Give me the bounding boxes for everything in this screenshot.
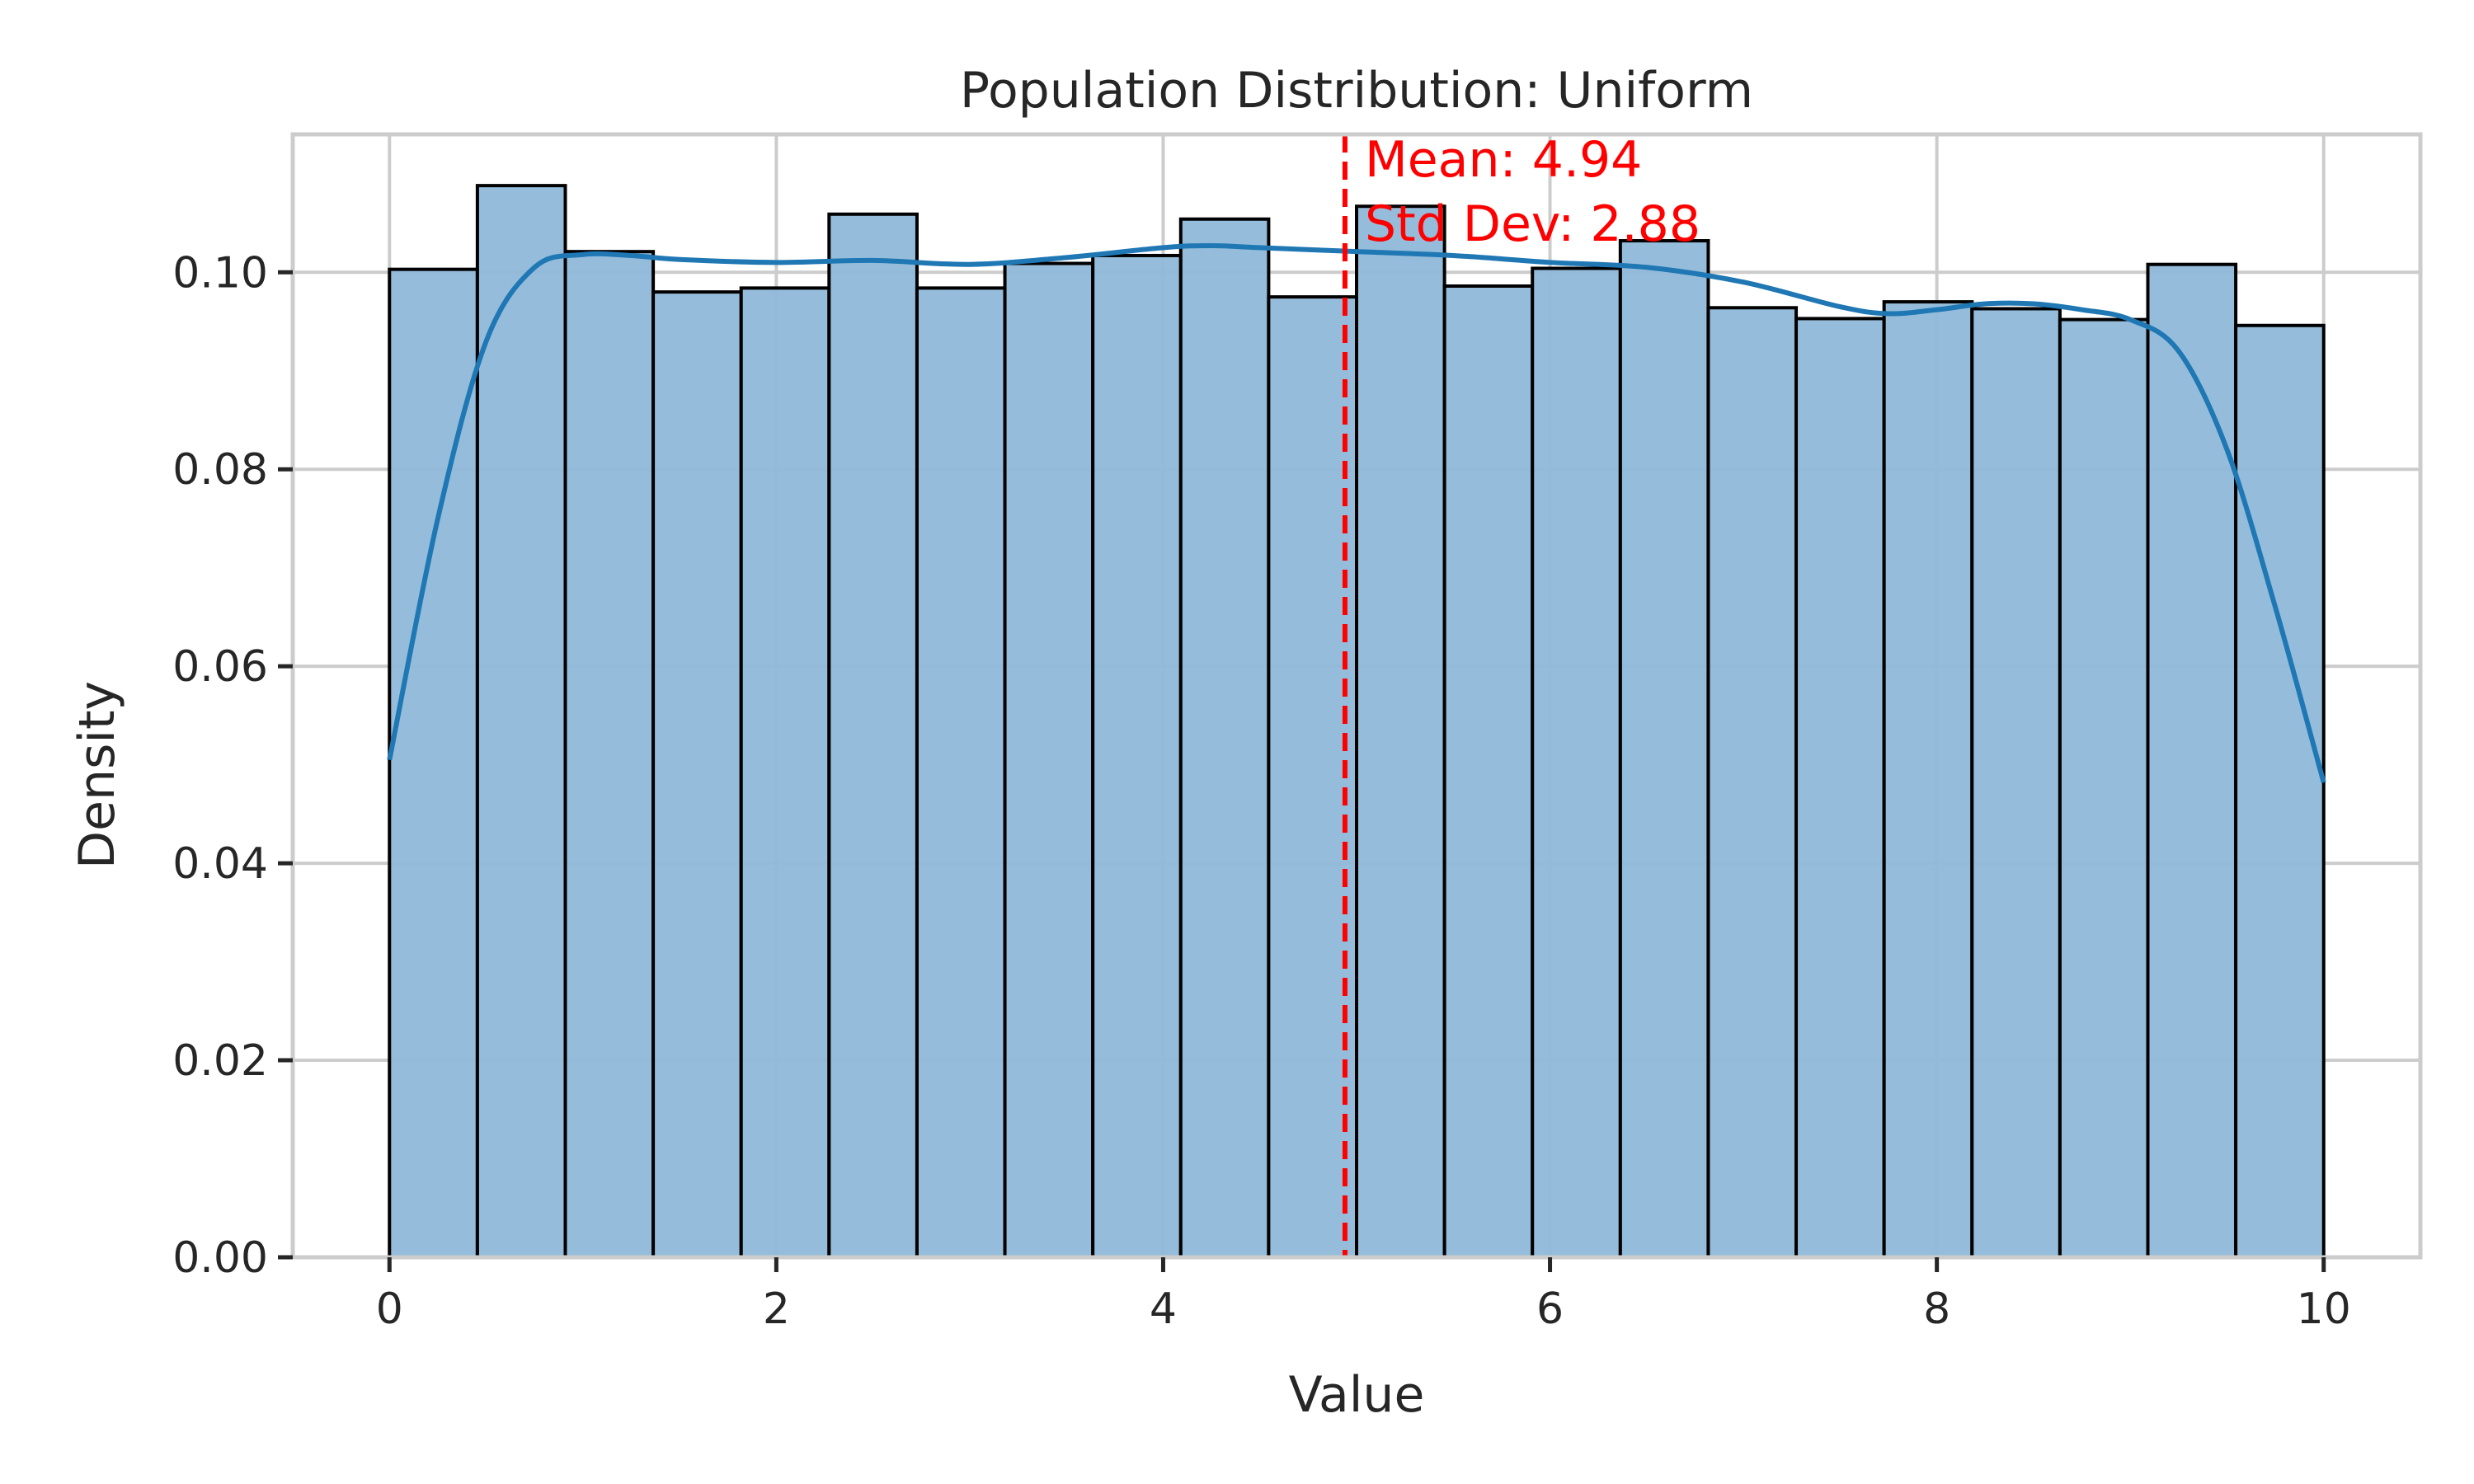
mean-annotation: Mean: 4.94 [1365, 131, 1642, 189]
histogram-bar-7 [1003, 261, 1095, 1260]
histogram-bar-20 [2146, 262, 2238, 1259]
y-axis-label: Density [68, 681, 126, 869]
x-tick-label-2: 4 [1150, 1284, 1177, 1334]
chart-title: Population Distribution: Uniform [960, 62, 1753, 120]
plot-frame [290, 132, 2423, 1260]
y-tick-label-5: 0.10 [172, 248, 268, 298]
axis-ticks: 0 2 4 6 8 10 0.00 0.02 0.04 0.06 0.08 0.10 [172, 248, 2351, 1334]
x-tick-label-5: 10 [2297, 1284, 2351, 1334]
std-dev-annotation: Std Dev: 2.88 [1365, 195, 1700, 253]
y-tick-label-0: 0.00 [172, 1233, 268, 1283]
histogram-bar-8 [1091, 253, 1183, 1259]
x-axis-label: Value [1289, 1366, 1425, 1424]
histogram-bar-17 [1882, 300, 1974, 1260]
histogram-bar-4 [739, 286, 831, 1260]
y-tick-label-3: 0.06 [172, 642, 268, 692]
histogram-bar-18 [1970, 307, 2062, 1260]
x-tick-label-1: 2 [763, 1284, 790, 1334]
histogram-bar-14 [1618, 239, 1710, 1259]
histogram-bar-12 [1442, 284, 1535, 1259]
histogram-bar-1 [475, 184, 567, 1259]
histogram-bar-21 [2234, 323, 2326, 1260]
histogram-bar-2 [563, 250, 656, 1259]
kde-curve [387, 243, 2326, 783]
histogram-bars [388, 184, 2326, 1260]
kde-curve-group [387, 243, 2326, 783]
histogram-bar-16 [1794, 317, 1886, 1260]
y-tick-label-4: 0.08 [172, 445, 268, 495]
x-tick-label-0: 0 [376, 1284, 403, 1334]
histogram-bar-5 [827, 212, 919, 1259]
histogram-bar-11 [1355, 204, 1446, 1259]
y-tick-label-2: 0.04 [172, 839, 268, 889]
histogram-bar-0 [388, 267, 479, 1259]
histogram-bar-13 [1531, 266, 1622, 1259]
y-tick-label-1: 0.02 [172, 1036, 268, 1086]
x-tick-label-3: 6 [1536, 1284, 1564, 1334]
histogram-bar-6 [915, 286, 1007, 1260]
histogram-bar-15 [1706, 306, 1799, 1259]
histogram-bar-3 [651, 290, 743, 1260]
plot-border [290, 132, 2423, 1260]
histogram-bar-19 [2058, 317, 2150, 1260]
histogram-bar-9 [1178, 217, 1271, 1260]
x-tick-label-4: 8 [1923, 1284, 1950, 1334]
